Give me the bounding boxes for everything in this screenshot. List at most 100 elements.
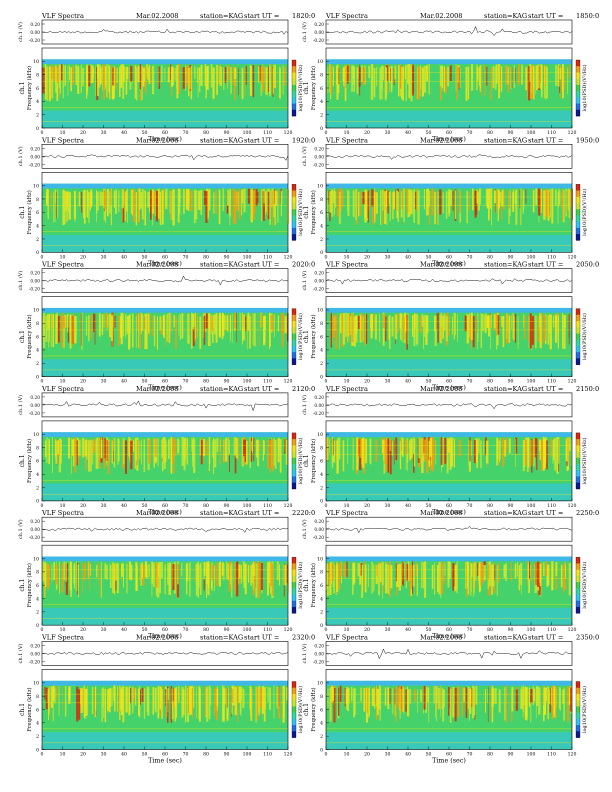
spectrogram-burst	[153, 438, 155, 468]
spectrogram-burst	[255, 189, 258, 207]
spectrogram-burst	[493, 688, 495, 704]
spectrogram-burst	[503, 565, 506, 579]
spectrogram-burst	[508, 190, 511, 209]
x-tick-label: 10	[60, 503, 66, 509]
spectrogram-burst	[508, 438, 511, 454]
x-tick-label: 120	[284, 627, 293, 633]
spectrogram-burst	[68, 686, 71, 700]
spectrogram-burst	[341, 188, 343, 212]
colorbar-frame	[291, 308, 297, 365]
spectrogram-burst	[75, 561, 77, 591]
spectrogram-burst	[567, 67, 569, 94]
colorbar-segment	[576, 700, 580, 707]
spectrogram-burst	[56, 67, 59, 101]
x-axis-label: Time (sec)	[432, 757, 466, 765]
spectrogram-burst	[90, 189, 92, 208]
panel-ut-prefix: start UT =	[528, 634, 563, 642]
colorbar-segment	[576, 432, 580, 440]
spectrogram-burst	[250, 437, 251, 454]
spectrogram-burst	[219, 66, 222, 87]
spectra-panel: VLF Spectra Mar.02.2008 station=KAG start U…	[17, 634, 315, 765]
spectrogram-burst	[118, 688, 120, 713]
x-tick-label: 110	[547, 379, 556, 385]
spectrogram-burst	[414, 689, 417, 702]
spectrogram-burst	[195, 563, 198, 596]
spectrogram-burst	[206, 66, 209, 90]
spectrogram-burst	[467, 66, 470, 100]
spectrogram-burst	[252, 64, 255, 98]
colorbar-segment	[576, 464, 580, 471]
spectrogram-burst	[428, 686, 430, 723]
colorbar-segment	[292, 339, 296, 347]
spectrogram-burst	[64, 191, 66, 225]
spectrogram-burst	[178, 314, 180, 336]
colorbar-label: log10(PSD)(V²/Hz)	[297, 686, 304, 733]
spectrogram-burst	[540, 64, 542, 89]
spectrogram-burst	[384, 191, 387, 225]
spectrogram-burst	[81, 438, 85, 458]
spectrogram-burst	[109, 191, 111, 214]
y-tick-label: 6	[36, 210, 39, 216]
spectrogram-burst	[537, 686, 539, 704]
amplitude-axis-label: ch.1 (V)	[17, 22, 24, 42]
spectrogram-burst	[347, 688, 350, 703]
spectrogram-burst	[194, 312, 196, 340]
spectrogram-burst	[445, 316, 448, 342]
x-tick-label: 110	[263, 254, 272, 260]
spectrogram-burst	[50, 66, 53, 99]
spectrogram-burst	[497, 315, 500, 335]
spectrogram-burst	[371, 189, 374, 207]
x-tick-label: 80	[203, 503, 209, 509]
spectrogram-burst	[149, 438, 151, 462]
x-tick-label: 20	[80, 130, 86, 136]
spectrogram-burst	[158, 66, 161, 89]
spectrogram-burst	[221, 562, 224, 576]
x-tick-label: 60	[446, 503, 452, 509]
spectrogram-burst	[473, 563, 475, 597]
spectrogram-burst	[550, 438, 553, 457]
spectrogram-burst	[548, 191, 551, 217]
colorbar-segment	[576, 693, 580, 701]
colorbar-segment	[292, 345, 296, 353]
spectrogram-burst	[449, 65, 452, 81]
spectrogram-burst	[514, 563, 517, 579]
spectrogram-burst	[327, 191, 328, 217]
colorbar-frame	[291, 557, 297, 614]
spectrogram-burst	[553, 439, 555, 461]
spectrogram-burst	[157, 438, 159, 467]
spectrogram-burst	[57, 189, 59, 218]
spectrogram-burst	[563, 563, 564, 594]
spectrogram-burst	[271, 437, 273, 468]
spectrogram-burst	[456, 561, 458, 594]
spectrogram-burst	[138, 688, 140, 716]
panel-station: station=KAG	[200, 12, 243, 20]
spectrogram-burst	[524, 439, 527, 466]
spectrogram-burst	[186, 438, 189, 465]
spectrogram-burst	[466, 561, 469, 576]
spectrogram-burst	[269, 561, 270, 588]
y-tick-label: 4	[36, 472, 39, 478]
spectrogram-burst	[389, 440, 392, 475]
spectrogram-burst	[122, 685, 125, 723]
spectrogram-burst	[363, 66, 366, 85]
colorbar-segment	[576, 66, 580, 73]
spectrogram-burst	[565, 562, 566, 579]
spectrogram-burst	[413, 189, 415, 223]
spectrogram-burst	[543, 190, 546, 220]
spectrogram-burst	[152, 315, 154, 336]
amplitude-trace	[325, 278, 573, 285]
spectrogram-low-band	[326, 607, 572, 626]
spectrogram-burst	[346, 687, 349, 710]
spectrogram-burst	[226, 687, 228, 708]
spectrogram-burst	[204, 313, 207, 333]
spectrogram-burst	[489, 561, 492, 587]
spectrogram-burst	[353, 66, 355, 93]
spectrogram-burst	[156, 316, 158, 350]
spectrogram-burst	[104, 688, 107, 723]
colorbar-segment	[576, 718, 580, 726]
y-tick-label: 8	[320, 321, 323, 327]
spectrogram-burst	[55, 314, 58, 344]
spectrogram-burst	[367, 191, 369, 223]
spectrogram-burst	[355, 189, 357, 221]
y-tick-label: 4	[320, 721, 323, 727]
